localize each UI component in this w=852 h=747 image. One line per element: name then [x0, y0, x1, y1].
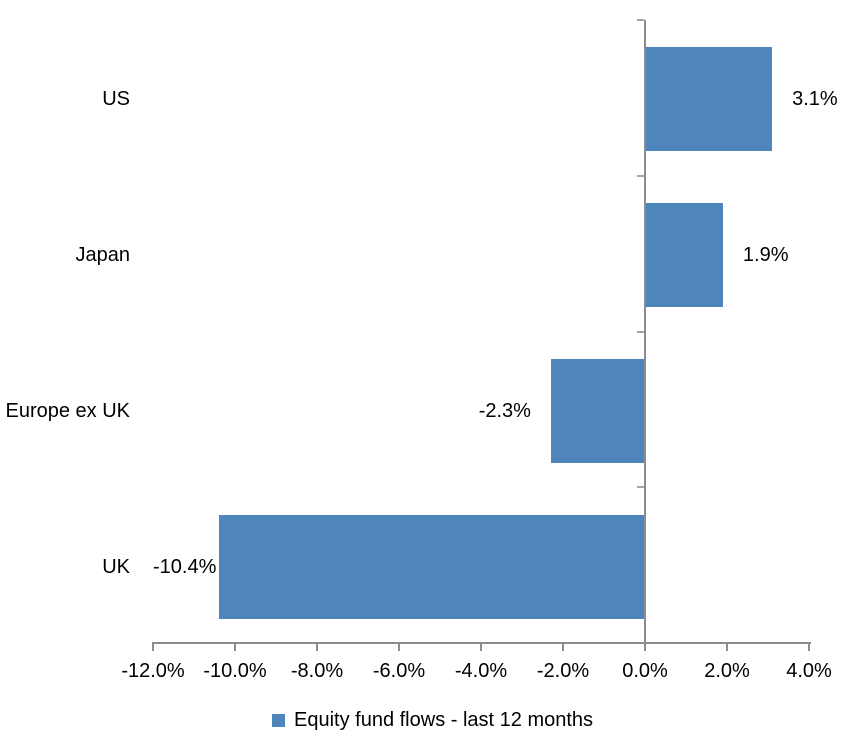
category-axis-tick: [637, 486, 644, 489]
zero-axis-line: [644, 20, 646, 651]
value-label-uk: -10.4%: [153, 555, 217, 578]
category-label-us: US: [102, 88, 130, 111]
category-label-japan: Japan: [75, 244, 131, 267]
bar-europe-ex-uk: [550, 358, 645, 463]
x-axis-line: [153, 642, 811, 644]
x-axis-tick: [234, 642, 236, 651]
legend: Equity fund flows - last 12 months: [272, 708, 593, 733]
bar-uk: [218, 514, 645, 619]
x-tick-label: -4.0%: [454, 660, 508, 682]
category-label-uk: UK: [102, 555, 130, 578]
category-axis-tick: [637, 19, 644, 21]
bar-us: [645, 47, 773, 152]
x-tick-label: -12.0%: [121, 660, 185, 682]
value-label-europe-ex-uk: -2.3%: [478, 399, 531, 422]
category-axis-tick: [637, 330, 644, 333]
category-label-europe-ex-uk: Europe ex UK: [5, 399, 130, 422]
bar-japan: [645, 203, 723, 308]
x-tick-label: 4.0%: [786, 660, 832, 682]
x-tick-label: -8.0%: [290, 660, 344, 682]
legend-label: Equity fund flows - last 12 months: [294, 709, 594, 731]
x-axis-tick: [152, 642, 154, 651]
x-tick-label: 0.0%: [622, 660, 668, 682]
value-label-us: 3.1%: [792, 88, 838, 111]
x-tick-label: -10.0%: [203, 660, 267, 682]
x-axis-tick: [480, 642, 482, 651]
category-axis-tick: [637, 174, 644, 177]
x-axis-tick: [398, 642, 400, 651]
x-axis-tick: [562, 642, 564, 651]
x-axis-tick: [316, 642, 318, 651]
x-axis-tick: [726, 642, 728, 651]
x-axis-tick: [808, 642, 810, 651]
value-label-japan: 1.9%: [742, 244, 789, 267]
x-tick-label: 2.0%: [704, 660, 750, 682]
x-tick-label: -6.0%: [372, 660, 426, 682]
x-tick-label: -2.0%: [536, 660, 590, 682]
legend-marker-icon: [272, 714, 285, 727]
